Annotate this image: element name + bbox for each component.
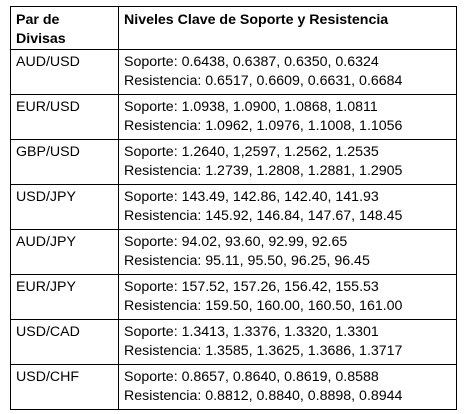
resistance-levels: Resistencia: 1.0962, 1.0976, 1.1008, 1.1… — [124, 118, 403, 134]
levels-table: Par de Divisas Niveles Clave de Soporte … — [10, 6, 457, 410]
support-levels: Soporte: 1.2640, 1,2597, 1.2562, 1.2535 — [124, 144, 379, 160]
table-row: USD/JPY Soporte: 143.49, 142.86, 142.40,… — [10, 184, 457, 230]
resistance-levels: Resistencia: 0.6517, 0.6609, 0.6631, 0.6… — [124, 73, 403, 89]
table-row: AUD/USD Soporte: 0.6438, 0.6387, 0.6350,… — [10, 49, 457, 95]
header-row: Par de Divisas Niveles Clave de Soporte … — [10, 6, 457, 50]
table-row: EUR/JPY Soporte: 157.52, 157.26, 156.42,… — [10, 274, 457, 320]
levels-cell: Soporte: 0.6438, 0.6387, 0.6350, 0.6324 … — [118, 49, 457, 95]
pair-cell: EUR/JPY — [10, 274, 119, 320]
resistance-levels: Resistencia: 1.2739, 1.2808, 1.2881, 1.2… — [124, 163, 403, 179]
support-levels: Soporte: 0.6438, 0.6387, 0.6350, 0.6324 — [124, 54, 379, 70]
pair-cell: USD/JPY — [10, 184, 119, 230]
support-levels: Soporte: 157.52, 157.26, 156.42, 155.53 — [124, 279, 379, 295]
resistance-levels: Resistencia: 95.11, 95.50, 96.25, 96.45 — [124, 253, 370, 269]
pair-cell: EUR/USD — [10, 94, 119, 140]
pair-cell: AUD/USD — [10, 49, 119, 95]
resistance-levels: Resistencia: 0.8812, 0.8840, 0.8898, 0.8… — [124, 388, 403, 404]
pair-cell: USD/CHF — [10, 364, 119, 410]
pair-cell: GBP/USD — [10, 139, 119, 185]
header-currency-pair-line2: Divisas — [16, 31, 66, 47]
header-currency-pair-line1: Par de — [16, 12, 60, 28]
table-row: USD/CHF Soporte: 0.8657, 0.8640, 0.8619,… — [10, 364, 457, 410]
header-currency-pair: Par de Divisas — [10, 6, 119, 50]
table-row: EUR/USD Soporte: 1.0938, 1.0900, 1.0868,… — [10, 94, 457, 140]
levels-cell: Soporte: 1.0938, 1.0900, 1.0868, 1.0811 … — [118, 94, 457, 140]
levels-cell: Soporte: 94.02, 93.60, 92.99, 92.65 Resi… — [118, 229, 457, 275]
support-levels: Soporte: 1.0938, 1.0900, 1.0868, 1.0811 — [124, 99, 378, 115]
header-key-levels: Niveles Clave de Soporte y Resistencia — [118, 6, 457, 50]
levels-cell: Soporte: 1.2640, 1,2597, 1.2562, 1.2535 … — [118, 139, 457, 185]
resistance-levels: Resistencia: 159.50, 160.00, 160.50, 161… — [124, 298, 403, 314]
pair-cell: AUD/JPY — [10, 229, 119, 275]
levels-cell: Soporte: 157.52, 157.26, 156.42, 155.53 … — [118, 274, 457, 320]
table-row: USD/CAD Soporte: 1.3413, 1.3376, 1.3320,… — [10, 319, 457, 365]
resistance-levels: Resistencia: 1.3585, 1.3625, 1.3686, 1.3… — [124, 343, 403, 359]
levels-cell: Soporte: 1.3413, 1.3376, 1.3320, 1.3301 … — [118, 319, 457, 365]
support-levels: Soporte: 0.8657, 0.8640, 0.8619, 0.8588 — [124, 369, 379, 385]
table-row: AUD/JPY Soporte: 94.02, 93.60, 92.99, 92… — [10, 229, 457, 275]
support-levels: Soporte: 143.49, 142.86, 142.40, 141.93 — [124, 189, 379, 205]
levels-cell: Soporte: 0.8657, 0.8640, 0.8619, 0.8588 … — [118, 364, 457, 410]
resistance-levels: Resistencia: 145.92, 146.84, 147.67, 148… — [124, 208, 403, 224]
levels-cell: Soporte: 143.49, 142.86, 142.40, 141.93 … — [118, 184, 457, 230]
support-levels: Soporte: 94.02, 93.60, 92.99, 92.65 — [124, 234, 348, 250]
table-row: GBP/USD Soporte: 1.2640, 1,2597, 1.2562,… — [10, 139, 457, 185]
pair-cell: USD/CAD — [10, 319, 119, 365]
support-levels: Soporte: 1.3413, 1.3376, 1.3320, 1.3301 — [124, 324, 379, 340]
